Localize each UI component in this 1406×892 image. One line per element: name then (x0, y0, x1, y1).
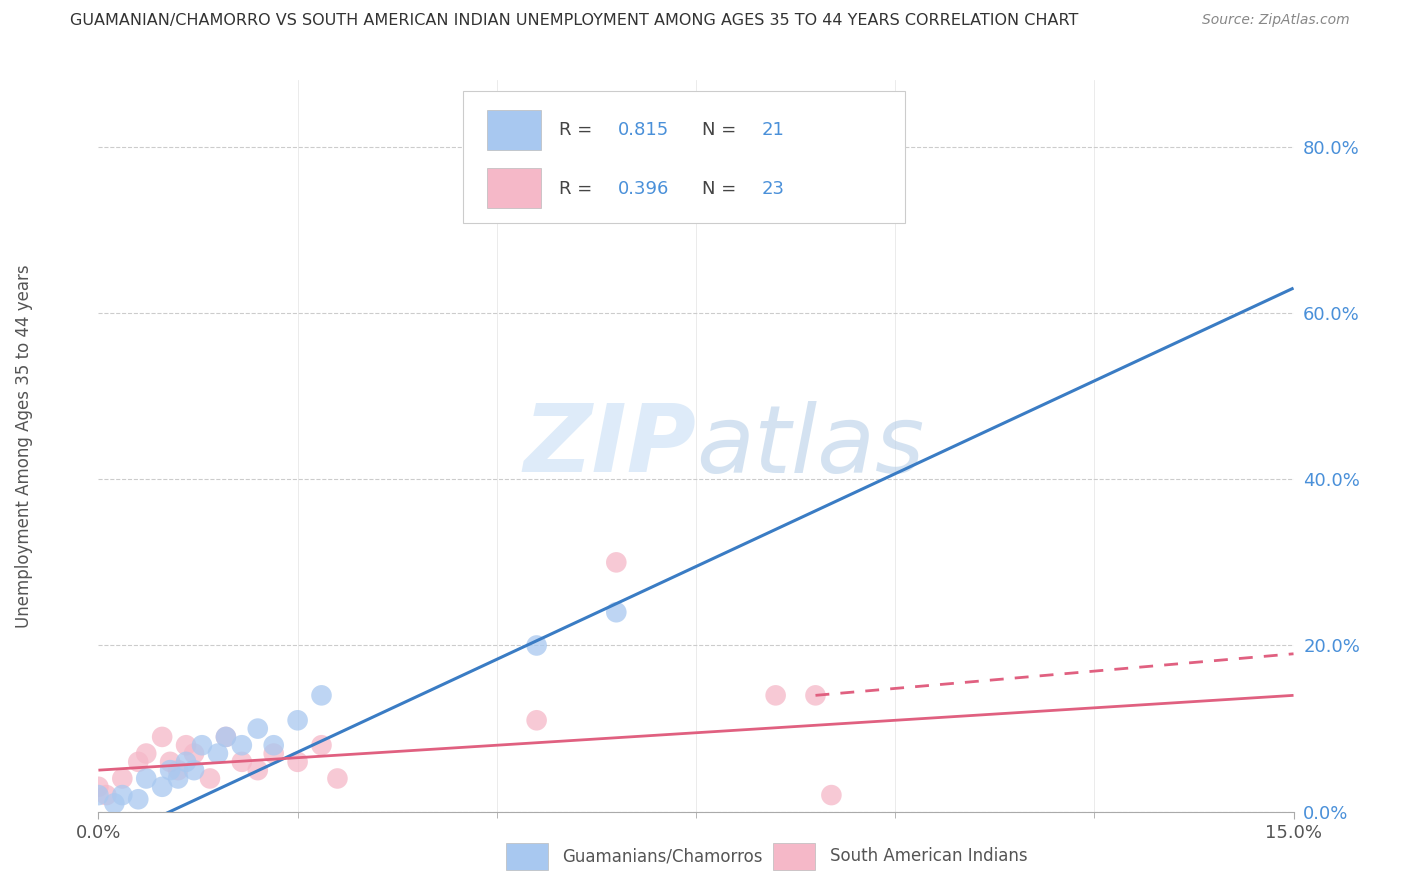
Point (246, 722, 269, 736)
Text: Source: ZipAtlas.com: Source: ZipAtlas.com (1202, 13, 1350, 28)
Text: 0.396: 0.396 (619, 179, 669, 197)
Text: Guamanians/Chamorros: Guamanians/Chamorros (562, 847, 763, 865)
Point (167, 763, 190, 777)
Text: R =: R = (558, 121, 598, 139)
Point (183, 747, 205, 761)
Point (311, 738, 333, 752)
Point (150, 780, 173, 794)
Point (263, 747, 285, 761)
Point (127, 755, 149, 769)
Point (207, 747, 229, 761)
Point (287, 714, 309, 728)
Text: atlas: atlas (696, 401, 924, 491)
Point (159, 763, 181, 777)
Point (820, 788, 842, 802)
Point (174, 755, 197, 769)
Point (311, 689, 333, 703)
Point (231, 738, 253, 752)
Point (87, 788, 110, 802)
Point (804, 689, 827, 703)
FancyBboxPatch shape (486, 168, 540, 209)
Point (215, 730, 238, 744)
Text: South American Indians: South American Indians (830, 847, 1028, 865)
Point (150, 730, 173, 744)
Point (174, 738, 197, 752)
Point (215, 730, 238, 744)
Point (96, 788, 118, 802)
Point (159, 755, 181, 769)
Text: Unemployment Among Ages 35 to 44 years: Unemployment Among Ages 35 to 44 years (15, 264, 32, 628)
Point (127, 792, 149, 806)
Point (804, 206, 827, 220)
Point (167, 772, 190, 786)
Point (198, 772, 221, 786)
Text: 21: 21 (762, 121, 785, 139)
Point (605, 555, 627, 569)
Text: R =: R = (558, 179, 598, 197)
Point (231, 755, 253, 769)
Point (287, 755, 309, 769)
Text: N =: N = (702, 121, 742, 139)
Text: GUAMANIAN/CHAMORRO VS SOUTH AMERICAN INDIAN UNEMPLOYMENT AMONG AGES 35 TO 44 YEA: GUAMANIAN/CHAMORRO VS SOUTH AMERICAN IND… (70, 13, 1078, 29)
Text: 23: 23 (762, 179, 785, 197)
Point (526, 639, 548, 653)
Point (246, 763, 269, 777)
Point (605, 605, 627, 619)
Point (183, 763, 205, 777)
Point (326, 772, 349, 786)
Point (87, 780, 110, 794)
FancyBboxPatch shape (486, 110, 540, 150)
FancyBboxPatch shape (463, 91, 905, 223)
Point (111, 788, 134, 802)
Point (111, 772, 134, 786)
Text: 0.815: 0.815 (619, 121, 669, 139)
Point (765, 689, 787, 703)
Text: ZIP: ZIP (523, 400, 696, 492)
Point (526, 714, 548, 728)
Point (191, 738, 214, 752)
Point (135, 747, 157, 761)
Point (263, 738, 285, 752)
Point (103, 797, 125, 811)
Point (135, 772, 157, 786)
Text: N =: N = (702, 179, 742, 197)
